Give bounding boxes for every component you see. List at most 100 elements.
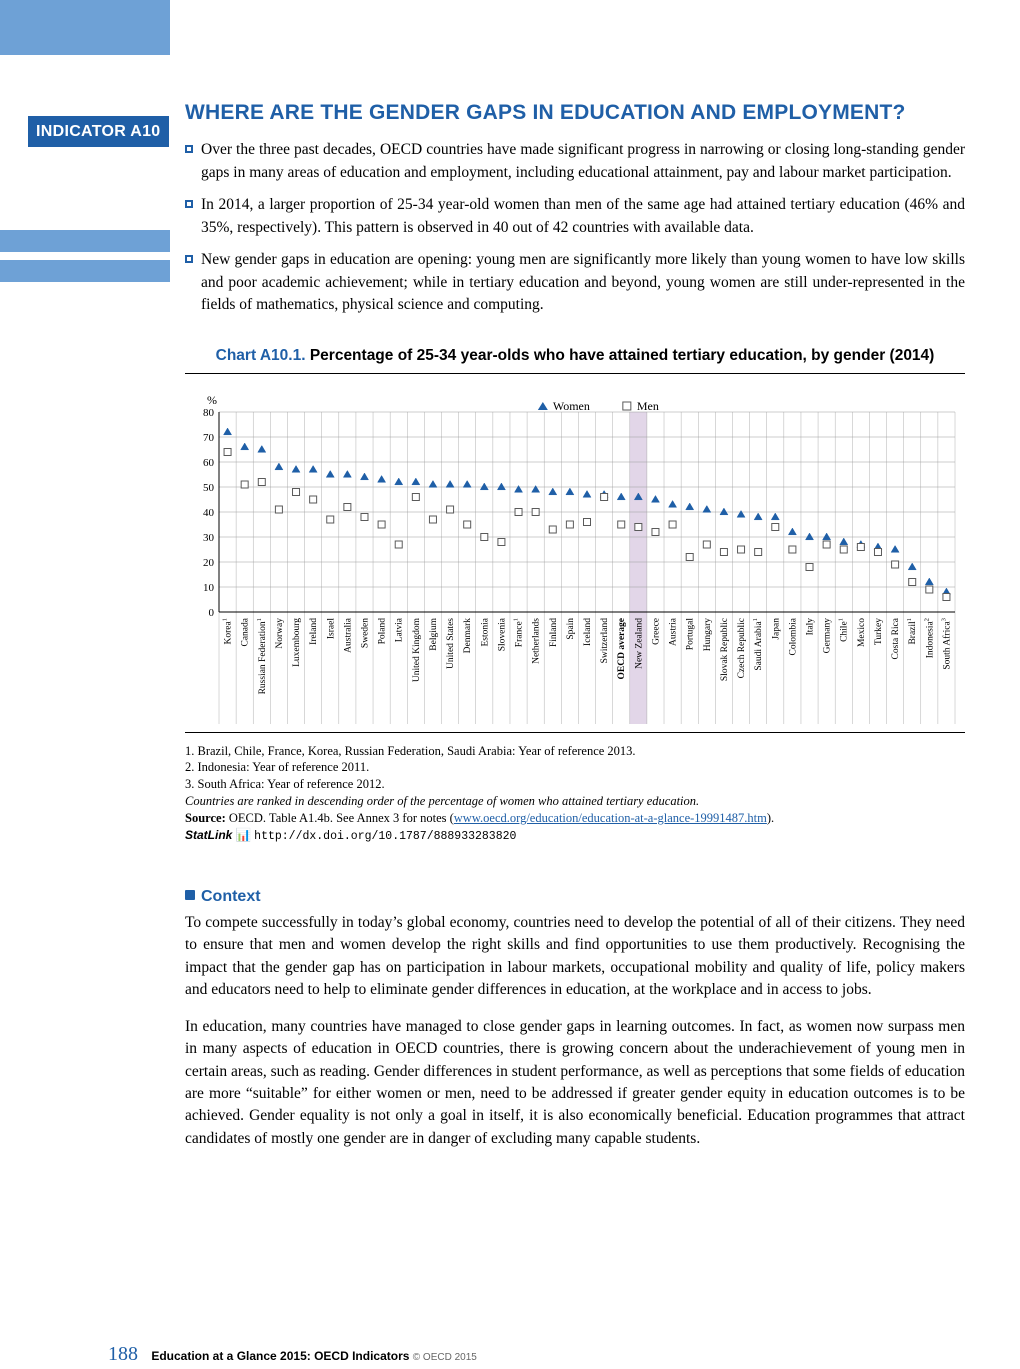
- svg-text:United Kingdom: United Kingdom: [412, 617, 422, 682]
- source-tail: ).: [767, 811, 774, 825]
- key-finding-text: Over the three past decades, OECD countr…: [201, 139, 965, 184]
- svg-text:Slovenia: Slovenia: [497, 617, 507, 651]
- footer-citation: Education at a Glance 2015: OECD Indicat…: [151, 1349, 409, 1363]
- source-text: OECD. Table A1.4b. See Annex 3 for notes…: [226, 811, 454, 825]
- section-bullet-icon: [185, 890, 195, 900]
- statlink-row: StatLink 📊 http://dx.doi.org/10.1787/888…: [185, 827, 965, 845]
- svg-text:10: 10: [203, 582, 215, 594]
- source-link[interactable]: www.oecd.org/education/education-at-a-gl…: [454, 811, 767, 825]
- note-1: 1. Brazil, Chile, France, Korea, Russian…: [185, 743, 965, 760]
- svg-text:Denmark: Denmark: [463, 617, 473, 653]
- svg-text:Netherlands: Netherlands: [532, 617, 542, 663]
- svg-text:Estonia: Estonia: [480, 617, 490, 646]
- svg-text:Canada: Canada: [241, 617, 251, 646]
- svg-text:Men: Men: [637, 399, 659, 413]
- svg-text:Hungary: Hungary: [703, 617, 713, 650]
- svg-text:Korea1: Korea1: [222, 618, 234, 645]
- svg-text:Chile1: Chile1: [838, 618, 850, 642]
- svg-text:Germany: Germany: [823, 617, 833, 653]
- svg-text:OECD average: OECD average: [617, 618, 627, 679]
- svg-text:50: 50: [203, 482, 215, 494]
- key-finding: New gender gaps in education are opening…: [185, 249, 965, 316]
- svg-text:Turkey: Turkey: [874, 617, 884, 644]
- indicator-label: INDICATOR A10: [36, 123, 161, 140]
- svg-text:Portugal: Portugal: [686, 617, 696, 650]
- chart-notes: 1. Brazil, Chile, France, Korea, Russian…: [185, 743, 965, 845]
- svg-text:Luxembourg: Luxembourg: [292, 617, 302, 666]
- svg-text:Austria: Austria: [669, 617, 679, 646]
- svg-text:Italy: Italy: [806, 617, 816, 635]
- page-footer: 188 Education at a Glance 2015: OECD Ind…: [108, 1340, 477, 1369]
- context-heading: Context: [185, 885, 965, 908]
- svg-text:Brazil1: Brazil1: [906, 618, 918, 645]
- svg-text:30: 30: [203, 532, 215, 544]
- decoration-bar-1: [0, 230, 170, 252]
- svg-text:80: 80: [203, 407, 215, 419]
- chart-title: Chart A10.1. Percentage of 25-34 year-ol…: [185, 346, 965, 366]
- svg-text:Saudi Arabia1: Saudi Arabia1: [752, 618, 764, 671]
- tertiary-education-chart: 0 10 20 30 40 50 60 70 80% Women Men Korea1 Canada Ru…: [189, 384, 959, 732]
- svg-text:Israel: Israel: [326, 617, 336, 638]
- key-finding-text: In 2014, a larger proportion of 25-34 ye…: [201, 194, 965, 239]
- svg-text:0: 0: [209, 607, 215, 619]
- bullet-icon: [185, 255, 193, 263]
- bullet-icon: [185, 145, 193, 153]
- svg-text:%: %: [207, 393, 217, 407]
- svg-text:Belgium: Belgium: [429, 617, 439, 650]
- svg-text:France1: France1: [513, 618, 525, 647]
- svg-text:Latvia: Latvia: [395, 617, 405, 642]
- indicator-badge: INDICATOR A10: [28, 116, 169, 147]
- decoration-top-block: [0, 0, 170, 55]
- svg-text:70: 70: [203, 432, 215, 444]
- bullet-icon: [185, 200, 193, 208]
- note-2: 2. Indonesia: Year of reference 2011.: [185, 759, 965, 776]
- svg-text:Ireland: Ireland: [309, 617, 319, 644]
- svg-text:Czech Republic: Czech Republic: [737, 618, 747, 678]
- svg-text:Australia: Australia: [343, 617, 353, 653]
- note-3: 3. South Africa: Year of reference 2012.: [185, 776, 965, 793]
- statlink-icon: 📊: [235, 828, 254, 842]
- key-findings-list: Over the three past decades, OECD countr…: [185, 139, 965, 316]
- svg-text:United States: United States: [446, 617, 456, 668]
- svg-text:40: 40: [203, 507, 215, 519]
- context-paragraph: In education, many countries have manage…: [185, 1016, 965, 1151]
- context-paragraph: To compete successfully in today’s globa…: [185, 912, 965, 1002]
- key-finding-text: New gender gaps in education are opening…: [201, 249, 965, 316]
- note-source: Source: OECD. Table A1.4b. See Annex 3 f…: [185, 810, 965, 827]
- svg-text:60: 60: [203, 457, 215, 469]
- svg-text:Sweden: Sweden: [360, 617, 370, 647]
- svg-text:Indonesia2: Indonesia2: [923, 618, 935, 658]
- svg-text:Slovak Republic: Slovak Republic: [720, 618, 730, 681]
- footer-copyright: © OECD 2015: [413, 1352, 477, 1363]
- svg-text:Women: Women: [553, 399, 590, 413]
- decoration-bar-2: [0, 260, 170, 282]
- chart-title-prefix: Chart A10.1.: [216, 347, 306, 364]
- key-finding: Over the three past decades, OECD countr…: [185, 139, 965, 184]
- svg-text:New Zealand: New Zealand: [634, 617, 644, 668]
- page-title: WHERE ARE THE GENDER GAPS IN EDUCATION A…: [185, 100, 965, 125]
- chart-title-body: Percentage of 25-34 year-olds who have a…: [310, 347, 935, 364]
- svg-text:South Africa3: South Africa3: [940, 617, 952, 669]
- context-heading-text: Context: [201, 888, 261, 905]
- svg-text:Mexico: Mexico: [857, 617, 867, 646]
- key-finding: In 2014, a larger proportion of 25-34 ye…: [185, 194, 965, 239]
- statlink-url: http://dx.doi.org/10.1787/888933283820: [254, 830, 516, 843]
- svg-text:Japan: Japan: [771, 617, 781, 639]
- svg-text:Spain: Spain: [566, 617, 576, 639]
- svg-text:Poland: Poland: [378, 617, 388, 644]
- page-number: 188: [108, 1343, 138, 1365]
- main-content: WHERE ARE THE GENDER GAPS IN EDUCATION A…: [185, 100, 965, 1150]
- svg-text:Switzerland: Switzerland: [600, 617, 610, 663]
- svg-text:Colombia: Colombia: [788, 617, 798, 655]
- svg-text:Norway: Norway: [275, 617, 285, 648]
- svg-text:Iceland: Iceland: [583, 617, 593, 645]
- statlink-label: StatLink: [185, 828, 232, 842]
- chart-container: 0 10 20 30 40 50 60 70 80% Women Men Korea1 Canada Ru…: [185, 373, 965, 733]
- svg-text:Costa Rica: Costa Rica: [891, 617, 901, 659]
- svg-text:Russian Federation1: Russian Federation1: [256, 618, 268, 694]
- svg-text:Greece: Greece: [651, 618, 661, 645]
- svg-text:Finland: Finland: [549, 617, 559, 646]
- source-prefix: Source:: [185, 811, 226, 825]
- note-ranking: Countries are ranked in descending order…: [185, 793, 965, 810]
- svg-text:20: 20: [203, 557, 215, 569]
